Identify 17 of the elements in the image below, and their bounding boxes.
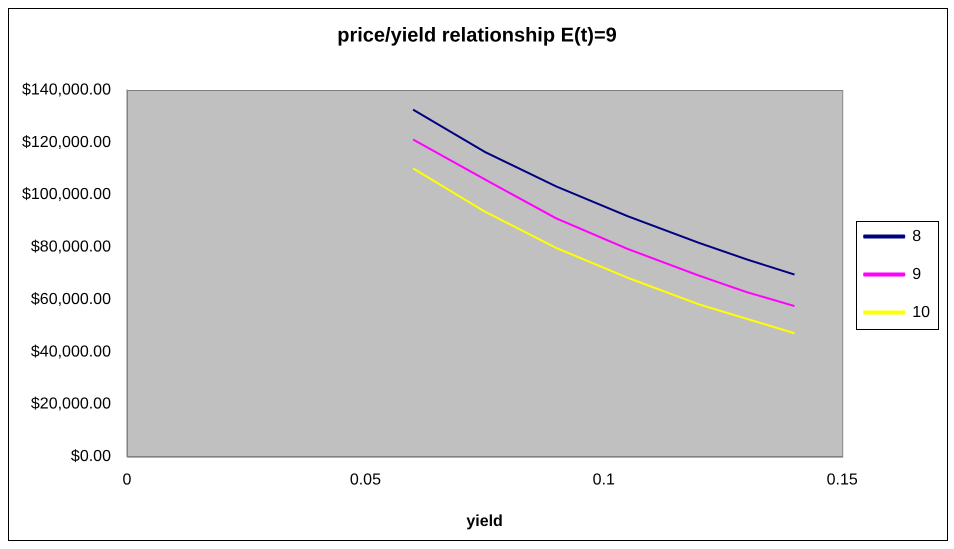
x-tick-label: 0 — [122, 472, 132, 489]
y-tick-label: $60,000.00 — [30, 290, 112, 308]
chart-title: price/yield relationship E(t)=9 — [337, 24, 617, 47]
y-tick-label: $20,000.00 — [30, 396, 112, 413]
y-tick-label: $0.00 — [70, 448, 112, 466]
y-tick-label: $100,000.00 — [22, 186, 112, 204]
y-tick-label: $40,000.00 — [30, 343, 112, 360]
legend-label: 9 — [912, 266, 922, 283]
y-tick-label: $120,000.00 — [22, 134, 112, 151]
x-tick-label: 0.1 — [592, 472, 616, 489]
legend-label: 8 — [912, 228, 922, 245]
x-axis-title: yield — [466, 512, 503, 530]
y-tick-label: $140,000.00 — [22, 81, 112, 98]
x-tick-label: 0.05 — [350, 472, 382, 489]
y-tick-label: $80,000.00 — [30, 238, 112, 256]
x-tick-label: 0.15 — [826, 472, 858, 489]
legend-label: 10 — [912, 304, 930, 321]
